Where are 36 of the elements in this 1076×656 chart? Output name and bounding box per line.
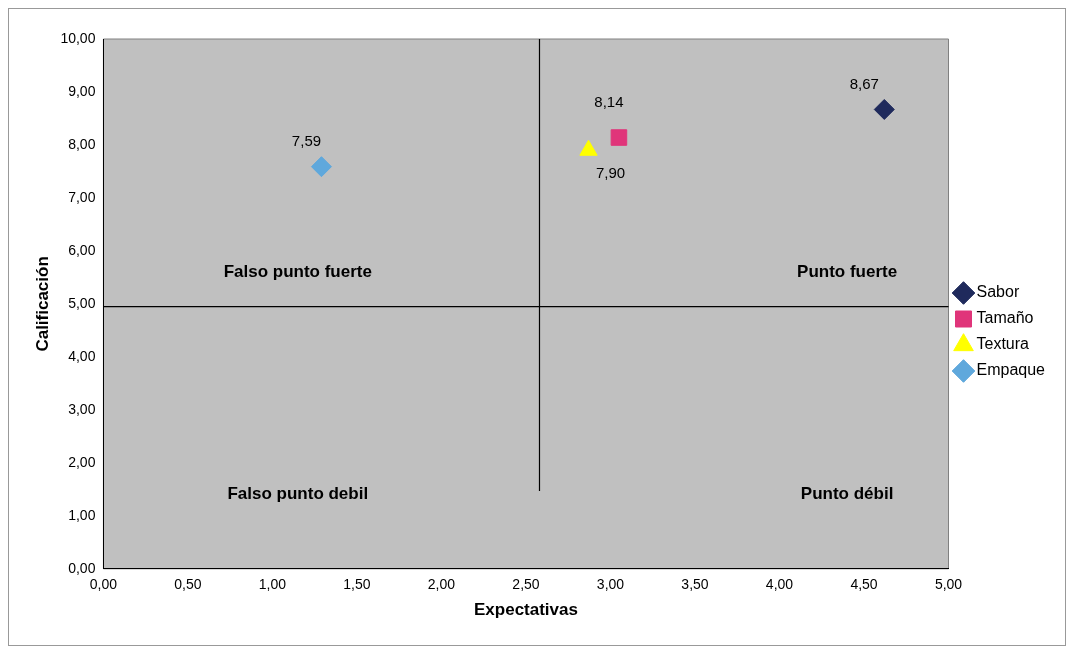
y-tick-label: 9,00 [68,82,96,99]
y-tick-label: 2,00 [68,453,96,470]
y-tick-label: 0,00 [68,559,96,576]
x-tick-label: 5,00 [934,576,963,593]
legend-label: Empaque [976,361,1046,379]
y-tick-label: 4,00 [68,347,96,364]
x-tick-label: 4,50 [850,576,878,593]
legend-label: Sabor [976,283,1020,301]
x-tick-label: 3,50 [681,576,709,593]
x-tick-label: 2,50 [512,576,540,593]
y-tick-label: 10,00 [60,29,96,46]
legend-label: Tamaño [976,309,1034,327]
x-tick-label: 4,00 [765,576,794,593]
data-label: 8,67 [849,74,879,92]
data-label: 7,59 [291,131,322,149]
annotation: Punto fuerte [797,261,898,281]
y-tick-label: 6,00 [68,241,96,258]
data-label: 7,90 [595,164,626,182]
y-tick-label: 1,00 [68,506,96,523]
x-tick-label: 1,00 [258,576,287,593]
y-tick-label: 7,00 [68,188,96,205]
annotation: Falso punto debil [227,484,369,504]
y-tick-label: 8,00 [68,135,96,152]
x-tick-label: 2,00 [427,576,456,593]
x-tick-label: 0,00 [89,576,118,593]
annotation: Punto débil [800,484,894,504]
y-axis-title: Calificación [32,256,52,352]
legend-label: Textura [976,335,1030,353]
x-tick-label: 1,50 [343,576,371,593]
x-tick-label: 3,00 [596,576,625,593]
y-tick-label: 5,00 [68,294,96,311]
x-tick-label: 0,50 [174,576,202,593]
y-tick-label: 3,00 [68,400,96,417]
annotation: Falso punto fuerte [223,261,372,281]
data-label: 8,14 [594,92,624,110]
x-axis-title: Expectativas [473,600,578,620]
